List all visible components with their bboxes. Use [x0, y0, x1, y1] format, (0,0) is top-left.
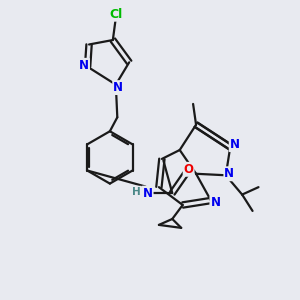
Text: H: H: [132, 187, 141, 196]
Text: N: N: [142, 187, 153, 200]
Text: N: N: [79, 59, 89, 72]
Text: N: N: [210, 196, 220, 209]
Text: N: N: [230, 138, 240, 151]
Text: N: N: [113, 81, 123, 94]
Text: Cl: Cl: [109, 8, 122, 21]
Text: N: N: [224, 167, 234, 180]
Text: O: O: [184, 163, 194, 176]
